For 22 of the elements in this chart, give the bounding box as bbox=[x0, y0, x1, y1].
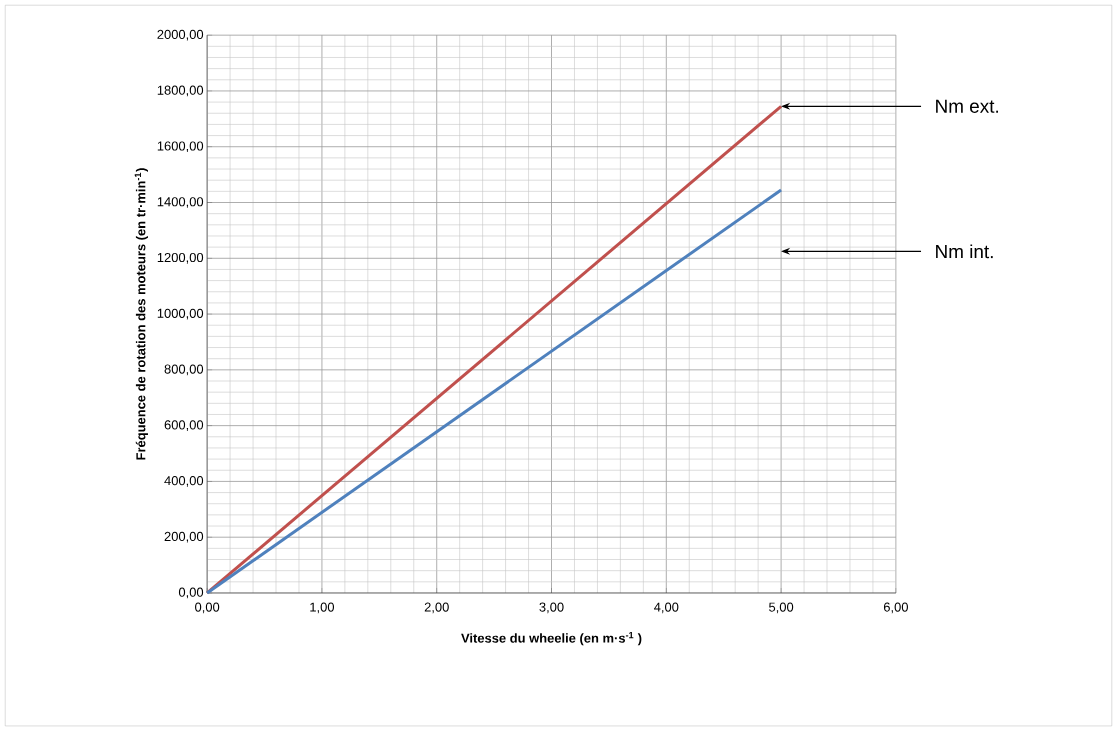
x-axis-title: Vitesse du wheelie (en m·s$^{-1}$ ) bbox=[461, 631, 642, 646]
text: Nm int. bbox=[936, 244, 993, 259]
y-tick-label: 800,00 bbox=[164, 364, 204, 376]
x-tick-label: 1,00 bbox=[310, 602, 335, 614]
y-tick-label: 1200,00 bbox=[157, 252, 204, 264]
y-tick-label: 1600,00 bbox=[157, 141, 204, 153]
x-tick-label: 5,00 bbox=[769, 602, 794, 614]
x-tick-label: 0,00 bbox=[195, 602, 220, 614]
y-tick-label: 1400,00 bbox=[157, 197, 204, 208]
x-tick-label: 3,00 bbox=[539, 602, 564, 614]
y-axis-title: Fréquence de rotation des moteurs (en tr·min$^{-1}$) bbox=[134, 168, 148, 460]
x-tick-label: 2,00 bbox=[424, 602, 449, 614]
y-tick-label: 0,00 bbox=[178, 587, 204, 599]
y-tick-label: 2000,00 bbox=[157, 29, 204, 41]
y-tick-label: 400,00 bbox=[164, 476, 204, 487]
x-tick-label: 4,00 bbox=[654, 602, 679, 614]
annotation: Nm ext. bbox=[936, 99, 998, 113]
y-tick-label: 600,00 bbox=[164, 420, 204, 431]
y-tick-label: 1000,00 bbox=[157, 308, 204, 320]
x-tick-label: 6,00 bbox=[883, 602, 908, 614]
y-tick-label: 1800,00 bbox=[157, 85, 204, 97]
y-tick-label: 200,00 bbox=[164, 531, 204, 543]
